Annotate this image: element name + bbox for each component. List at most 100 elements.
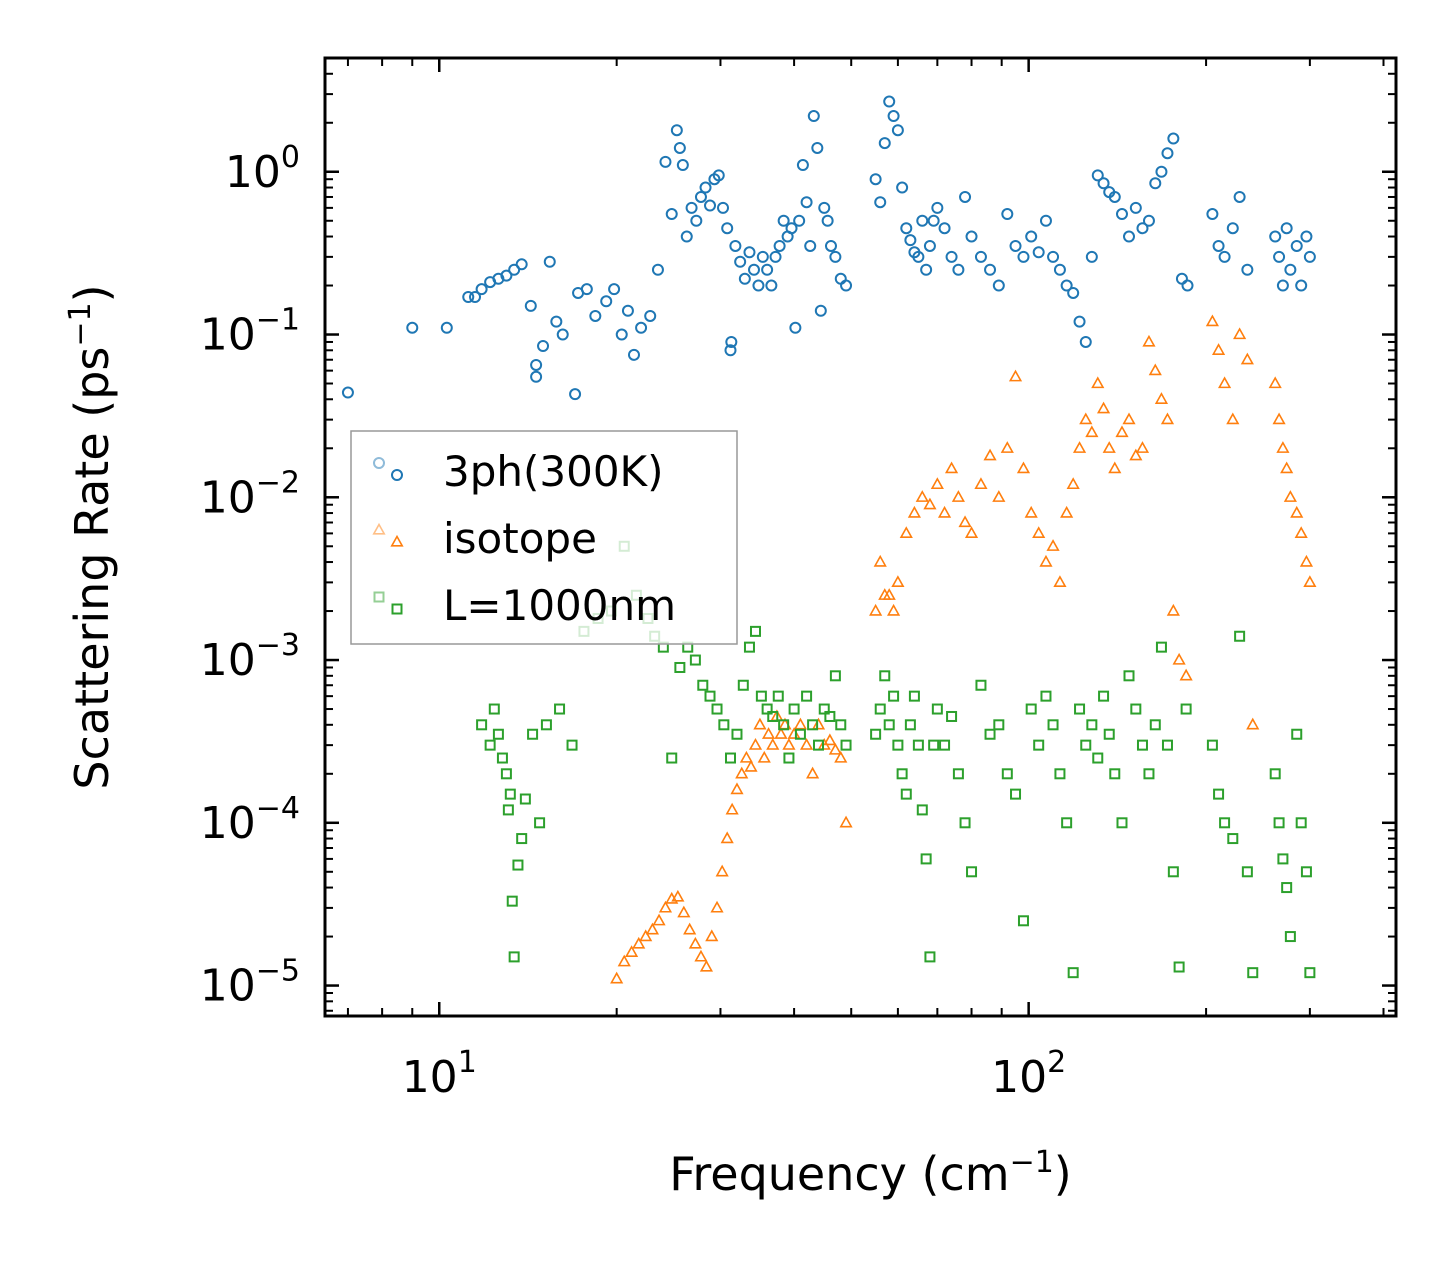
data-point-circle <box>1123 230 1136 243</box>
data-point-circle <box>1108 190 1121 203</box>
data-point-circle <box>896 181 909 194</box>
data-point-circle <box>1276 279 1289 292</box>
data-point-circle <box>676 159 689 172</box>
data-point-triangle <box>677 905 691 918</box>
data-point-triangle <box>1142 334 1156 347</box>
data-point-circle <box>734 255 747 268</box>
data-point-triangle <box>1135 441 1150 453</box>
data-point-square <box>476 719 488 731</box>
data-point-square <box>1273 817 1285 829</box>
data-point-square <box>1109 768 1121 780</box>
data-point-triangle <box>951 490 965 502</box>
data-point-triangle <box>1115 425 1129 438</box>
data-point-square <box>743 641 755 653</box>
data-point-square <box>1155 641 1167 653</box>
x-tick-labels: 101 102 <box>402 1045 1067 1103</box>
data-point-circle <box>821 214 834 227</box>
data-point-circle <box>1032 246 1045 259</box>
legend-marker-circle <box>373 457 385 469</box>
data-point-circle <box>869 173 882 186</box>
data-point-circle <box>569 388 582 401</box>
data-point-circle <box>659 155 672 168</box>
data-point-circle <box>1206 208 1219 221</box>
data-point-circle <box>608 283 621 296</box>
data-point-circle <box>1167 132 1180 145</box>
legend-label: 3ph(300K) <box>443 447 663 496</box>
data-point-circle <box>923 239 936 252</box>
data-point-triangle <box>1000 441 1014 453</box>
data-point-square <box>1180 703 1192 715</box>
y-tick-label: 100 <box>225 140 300 198</box>
data-point-circle <box>931 201 944 214</box>
data-point-triangle <box>915 490 929 502</box>
data-point-triangle <box>1218 376 1232 389</box>
data-point-square <box>1277 853 1289 865</box>
data-point-circle <box>627 348 640 361</box>
data-point-circle <box>796 159 809 172</box>
data-point-circle <box>814 304 827 317</box>
data-point-triangle <box>624 945 639 957</box>
data-point-triangle <box>886 603 901 616</box>
data-point-triangle <box>1060 505 1074 518</box>
data-point-circle <box>773 239 786 252</box>
data-point-square <box>527 728 539 740</box>
y-tick-label: 10−1 <box>200 303 300 361</box>
data-point-circle <box>621 304 634 317</box>
data-point-circle <box>793 214 806 227</box>
y-tick-labels: 100 10−1 10−2 10−3 10−4 10−5 <box>200 140 300 1012</box>
data-point-circle <box>1284 263 1297 276</box>
data-point-square <box>900 788 912 800</box>
data-point-circle <box>670 124 683 137</box>
data-point-triangle <box>720 831 734 844</box>
data-point-circle <box>673 141 686 154</box>
data-point-square <box>1149 719 1161 731</box>
data-point-circle <box>1295 279 1308 292</box>
data-point-triangle <box>699 959 714 972</box>
data-point-circle <box>462 291 475 304</box>
data-point-triangle <box>1085 425 1099 438</box>
data-point-circle <box>644 309 657 322</box>
data-point-circle <box>761 263 774 276</box>
legend-entry: 3ph(300K) <box>373 447 663 496</box>
data-point-square <box>1040 690 1052 702</box>
data-point-triangle <box>688 936 702 949</box>
data-point-triangle <box>1226 412 1240 425</box>
data-point-triangle <box>1008 369 1023 382</box>
data-point-square <box>924 951 936 963</box>
x-tick-label: 101 <box>402 1045 477 1103</box>
series-triangle <box>610 314 1317 984</box>
data-point-square <box>1213 788 1225 800</box>
data-point-triangle <box>748 737 763 750</box>
data-point-circle <box>1067 286 1080 299</box>
data-point-circle <box>550 315 563 328</box>
data-point-circle <box>1129 201 1142 214</box>
data-point-triangle <box>828 742 842 755</box>
data-point-triangle <box>694 949 708 962</box>
data-point-triangle <box>744 759 758 772</box>
data-point-square <box>1074 703 1086 715</box>
data-point-square <box>904 719 916 731</box>
x-tick-label: 102 <box>991 1045 1066 1103</box>
data-point-circle <box>748 263 761 276</box>
data-point-circle <box>341 386 354 399</box>
data-point-triangle <box>1233 327 1247 340</box>
data-point-square <box>794 728 806 740</box>
data-point-circle <box>712 169 725 182</box>
data-point-triangle <box>899 526 913 539</box>
data-point-circle <box>524 299 537 312</box>
data-point-triangle <box>930 477 944 490</box>
data-point-circle <box>834 272 847 285</box>
data-point-triangle <box>1154 392 1169 404</box>
data-point-square <box>1219 817 1231 829</box>
data-point-triangle <box>1299 554 1314 567</box>
y-axis-label: Scattering Rate (ps−1) <box>63 284 119 789</box>
data-point-circle <box>1097 177 1110 190</box>
data-point-square <box>516 833 528 845</box>
data-point-triangle <box>992 490 1006 502</box>
data-point-circle <box>580 283 593 296</box>
data-point-square <box>534 817 546 829</box>
data-point-circle <box>804 239 817 252</box>
data-point-circle <box>992 279 1005 292</box>
data-point-triangle <box>1129 448 1143 461</box>
